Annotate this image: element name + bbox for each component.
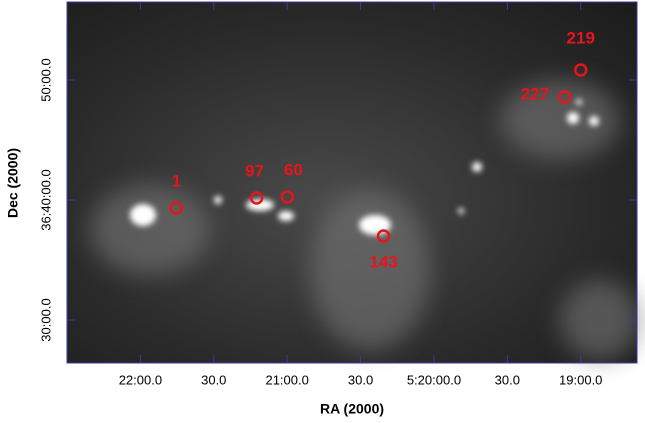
x-tick-label: 22:00.0 [119, 372, 162, 387]
x-tick-label: 30.0 [348, 372, 373, 387]
x-tick-label: 21:00.0 [265, 372, 308, 387]
x-tick-label: 30.0 [201, 372, 226, 387]
source-label: 227 [521, 84, 549, 103]
y-tick-label: 30:00.0 [38, 298, 53, 341]
y-tick-label: 36:40:00.0 [38, 169, 53, 230]
source-label: 97 [245, 161, 264, 180]
source-label: 219 [567, 28, 595, 47]
sky-image [67, 2, 640, 363]
chart: RA (2000) Dec (2000) 22:00.0 30.0 21:00.0 3… [0, 0, 645, 423]
x-tick-label: 5:20:00.0 [407, 372, 461, 387]
x-tick-label: 30.0 [495, 372, 520, 387]
x-tick-label: 19:00.0 [559, 372, 602, 387]
page: RA (2000) Dec (2000) 22:00.0 30.0 21:00.0 3… [0, 0, 645, 423]
y-axis-title: Dec (2000) [5, 148, 21, 218]
source-label: 60 [284, 160, 303, 179]
source-label: 1 [172, 171, 181, 190]
y-tick-label: 50:00.0 [38, 58, 53, 101]
source-label: 143 [369, 252, 397, 271]
x-axis-title: RA (2000) [320, 401, 384, 417]
